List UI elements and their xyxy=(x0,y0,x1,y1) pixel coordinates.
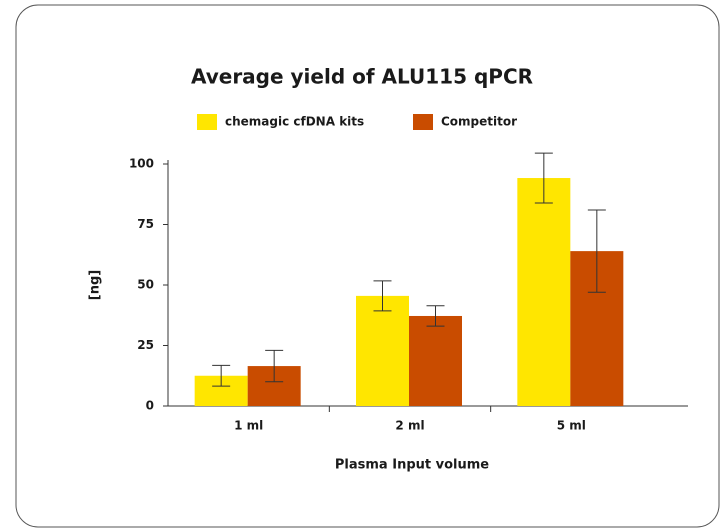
legend-swatch xyxy=(197,114,217,130)
y-tick-label: 75 xyxy=(137,217,154,231)
error-bar xyxy=(426,305,445,327)
error-bar xyxy=(373,280,392,312)
y-tick-label: 100 xyxy=(129,157,154,171)
error-bar xyxy=(265,349,284,383)
x-axis-label: Plasma Input volume xyxy=(335,458,489,473)
legend-label: chemagic cfDNA kits xyxy=(225,115,364,129)
x-tick-label: 2 ml xyxy=(395,419,424,433)
error-bar xyxy=(212,364,231,387)
bar xyxy=(409,315,462,406)
legend-swatch xyxy=(413,114,433,130)
y-tick-label: 25 xyxy=(137,338,154,352)
x-tick-label: 1 ml xyxy=(234,419,263,433)
y-tick-label: 0 xyxy=(146,399,154,413)
y-axis-label: [ng] xyxy=(88,270,103,300)
bar xyxy=(517,178,571,406)
error-bar xyxy=(587,209,606,293)
chart-title: Average yield of ALU115 qPCR xyxy=(191,65,533,89)
error-bar xyxy=(534,152,553,204)
bar xyxy=(356,295,409,406)
legend-label: Competitor xyxy=(441,115,517,129)
y-tick-label: 50 xyxy=(137,278,154,292)
x-tick-label: 5 ml xyxy=(557,419,586,433)
